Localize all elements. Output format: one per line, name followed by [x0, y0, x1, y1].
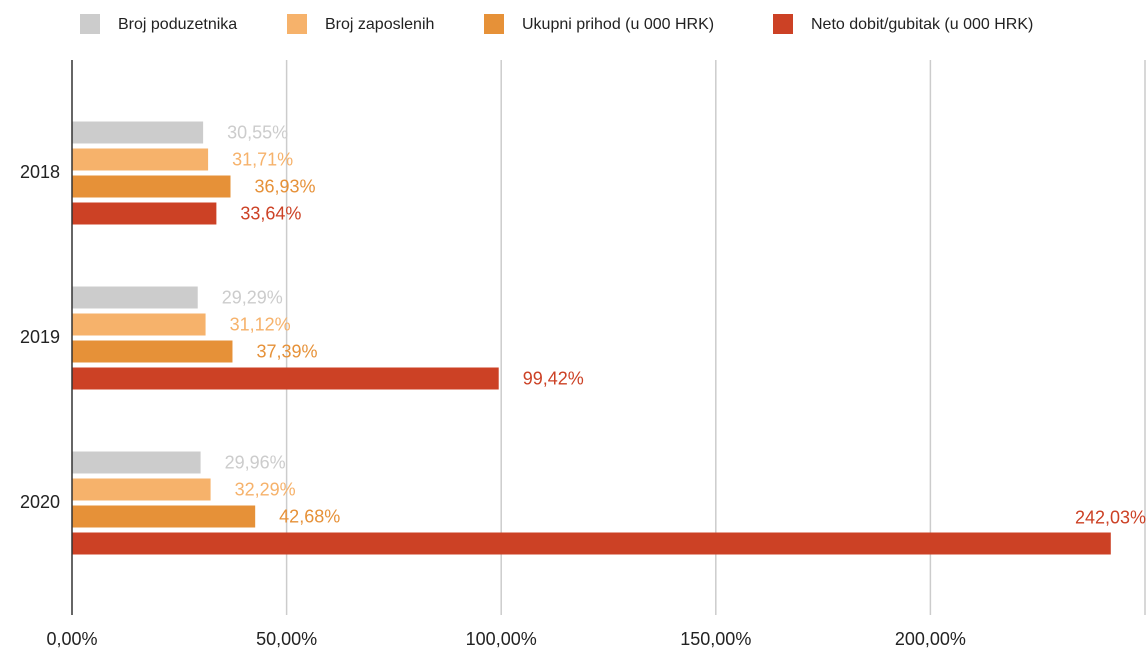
data-label: 33,64%	[240, 203, 301, 223]
legend-label: Ukupni prihod (u 000 HRK)	[522, 16, 714, 33]
data-label: 37,39%	[256, 341, 317, 361]
bar	[72, 478, 211, 501]
data-label: 31,12%	[230, 314, 291, 334]
data-label: 242,03%	[1075, 507, 1146, 527]
bar	[72, 340, 233, 363]
bar	[72, 367, 499, 390]
data-label: 99,42%	[523, 368, 584, 388]
data-label: 29,29%	[222, 287, 283, 307]
legend-label: Broj poduzetnika	[118, 16, 237, 33]
data-label: 36,93%	[255, 176, 316, 196]
bar	[72, 286, 198, 309]
legend-swatch	[80, 14, 100, 34]
y-tick-label: 2018	[20, 162, 60, 182]
x-tick-label: 100,00%	[466, 629, 537, 649]
bar	[72, 175, 231, 198]
bar	[72, 121, 204, 144]
bar	[72, 532, 1111, 555]
bar	[72, 202, 217, 225]
x-tick-label: 200,00%	[895, 629, 966, 649]
x-tick-label: 150,00%	[680, 629, 751, 649]
y-tick-label: 2019	[20, 327, 60, 347]
legend-swatch	[484, 14, 504, 34]
data-label: 31,71%	[232, 149, 293, 169]
bar	[72, 505, 256, 528]
bar	[72, 148, 209, 171]
x-tick-label: 50,00%	[256, 629, 317, 649]
data-label: 30,55%	[227, 122, 288, 142]
data-label: 29,96%	[225, 452, 286, 472]
legend-swatch	[287, 14, 307, 34]
y-tick-label: 2020	[20, 492, 60, 512]
legend-label: Neto dobit/gubitak (u 000 HRK)	[811, 16, 1033, 33]
legend-swatch	[773, 14, 793, 34]
legend-label: Broj zaposlenih	[325, 16, 434, 33]
x-tick-label: 0,00%	[46, 629, 97, 649]
data-label: 32,29%	[235, 479, 296, 499]
bar	[72, 313, 206, 336]
bar	[72, 451, 201, 474]
data-label: 42,68%	[279, 506, 340, 526]
